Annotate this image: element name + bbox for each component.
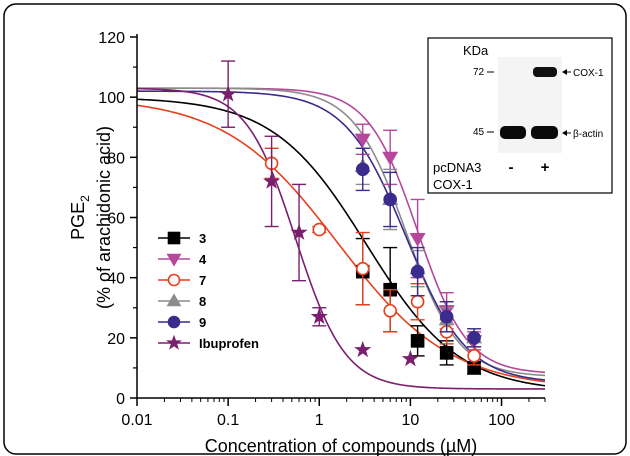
data-point-7 xyxy=(410,294,425,309)
inset-marker-72: 72 xyxy=(473,67,485,78)
x-tick-label: 100 xyxy=(488,412,515,429)
y-axis-title-line2: (% of arachidonic acid) xyxy=(94,126,114,309)
data-point-7 xyxy=(467,349,481,363)
legend-label-7: 7 xyxy=(199,273,206,288)
data-point-ibuprofen xyxy=(263,172,281,189)
y-tick-label: 120 xyxy=(98,30,125,47)
inset-marker-45: 45 xyxy=(473,127,485,138)
western-blot-inset: KDa 72 45 COX-1 β-actin pcDNA3 COX-1 - + xyxy=(427,37,613,194)
legend-label-3: 3 xyxy=(199,231,206,246)
data-point-3 xyxy=(410,334,425,348)
inset-band-label-actin: β-actin xyxy=(573,129,603,140)
legend-marker-4 xyxy=(166,253,182,267)
data-point-ibuprofen xyxy=(354,340,372,358)
data-point-9 xyxy=(383,192,397,207)
inset-row-label-cox1: COX-1 xyxy=(433,177,473,192)
data-point-3 xyxy=(439,346,454,360)
legend-marker-3 xyxy=(167,231,181,245)
data-point-ibuprofen xyxy=(401,349,419,367)
legend: 3 4 7 8 9 Ibuprofen xyxy=(158,231,259,351)
inset-unit-label: KDa xyxy=(463,43,489,58)
band-actin-lane1 xyxy=(500,126,526,139)
legend-marker-9 xyxy=(167,315,181,329)
band-cox1 xyxy=(533,67,557,77)
data-point-9 xyxy=(410,264,425,279)
legend-label-9: 9 xyxy=(199,315,206,330)
x-tick-label: 0.1 xyxy=(217,412,239,429)
inset-row-label-pcdna3: pcDNA3 xyxy=(433,160,481,175)
inset-lane-sign-minus: - xyxy=(509,159,514,176)
inset-lane-sign-plus: + xyxy=(541,159,550,176)
y-axis-title-line1: PGE2 xyxy=(68,195,92,240)
x-tick-label: 10 xyxy=(401,412,419,429)
arrow-icon xyxy=(562,69,567,75)
legend-label-4: 4 xyxy=(199,252,207,267)
data-point-9 xyxy=(467,331,481,345)
y-axis-title-subscript: 2 xyxy=(78,195,92,202)
data-point-9 xyxy=(439,309,454,324)
y-tick-label: 20 xyxy=(107,331,125,348)
y-tick-label: 0 xyxy=(116,391,125,408)
legend-marker-ibuprofen xyxy=(166,334,182,350)
fit-curves xyxy=(136,87,546,390)
inset-band-label-cox1: COX-1 xyxy=(573,68,604,79)
y-tick-label: 40 xyxy=(107,271,125,288)
y-tick-label: 80 xyxy=(107,150,125,167)
data-point-7 xyxy=(383,303,397,318)
data-point-ibuprofen xyxy=(219,85,237,102)
legend-label-8: 8 xyxy=(199,294,206,309)
fit-curve-ibuprofen xyxy=(136,87,545,390)
x-tick-label: 1 xyxy=(315,412,324,429)
x-axis-title: Concentration of compounds (µM) xyxy=(205,436,478,456)
data-point-9 xyxy=(355,162,370,177)
x-tick-label: 0.01 xyxy=(121,412,152,429)
y-tick-label: 60 xyxy=(107,211,125,228)
data-point-4 xyxy=(382,151,399,166)
band-actin-lane2 xyxy=(531,126,558,139)
legend-marker-7 xyxy=(167,273,181,287)
data-points xyxy=(219,60,483,375)
data-point-ibuprofen xyxy=(310,307,328,325)
data-point-ibuprofen xyxy=(290,223,308,240)
arrow-icon xyxy=(562,130,567,136)
legend-marker-8 xyxy=(166,293,182,307)
y-tick-label: 100 xyxy=(98,90,125,107)
legend-label-ibuprofen: Ibuprofen xyxy=(199,336,259,351)
axes: 0 20 40 60 80 100 120 0.01 0.1 1 10 100 Concentratio… xyxy=(68,30,546,456)
data-point-7 xyxy=(355,261,370,276)
data-point-4 xyxy=(354,133,371,148)
y-axis-title-main: PGE xyxy=(68,202,88,240)
data-point-4 xyxy=(409,232,426,247)
data-point-7 xyxy=(312,222,327,237)
